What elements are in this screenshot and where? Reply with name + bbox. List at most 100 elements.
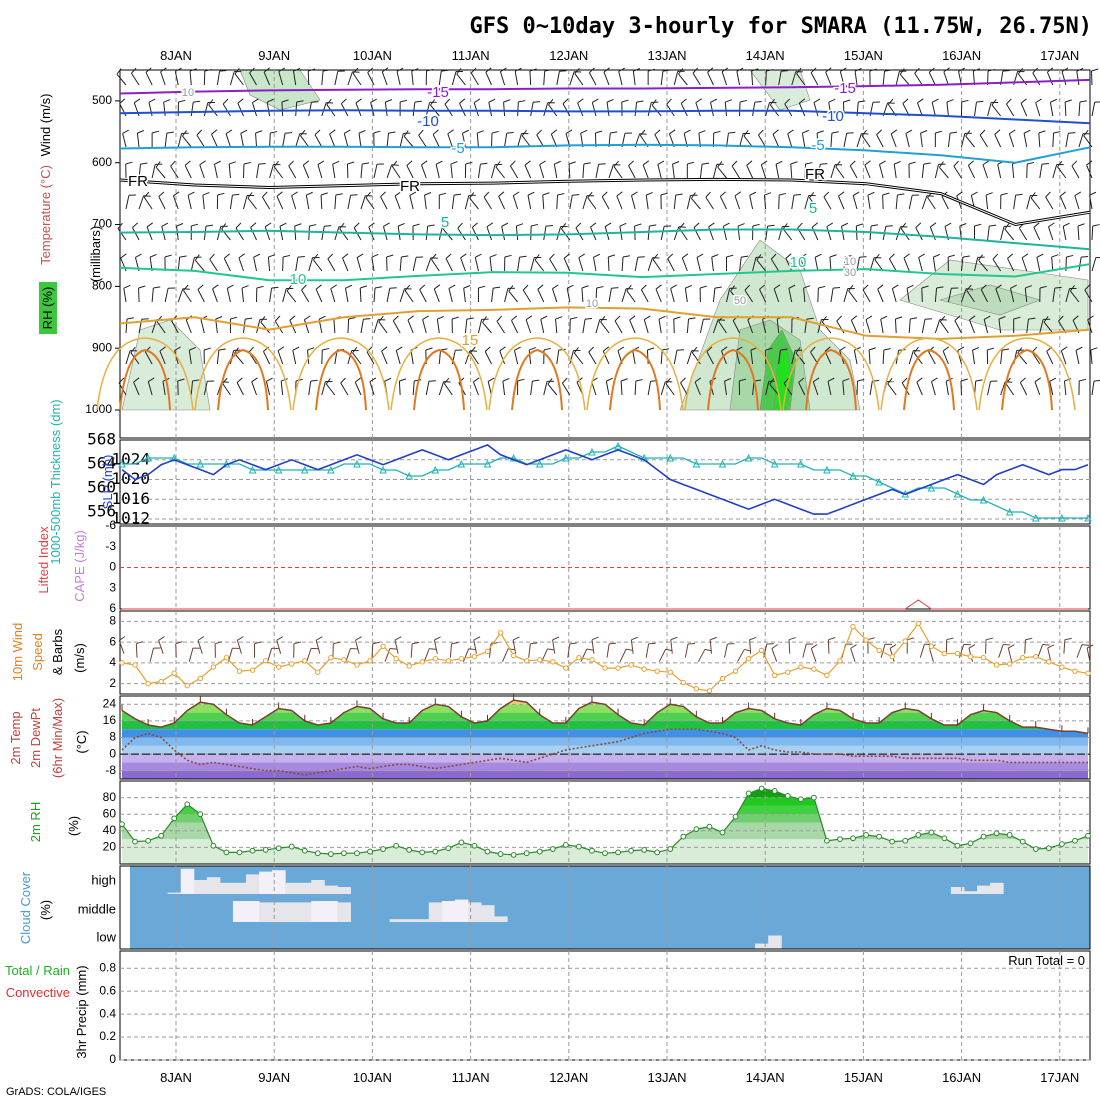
upper-wind-barb	[172, 195, 179, 210]
upper-wind-barb-flag	[687, 161, 695, 165]
temp-contour-warm-outer	[978, 337, 1076, 411]
upper-wind-barb	[595, 319, 601, 334]
wind-barb	[502, 648, 509, 662]
upper-wind-barb-flag	[480, 162, 488, 165]
upper-wind-barb	[835, 166, 845, 179]
upper-wind-barb-flag	[212, 284, 219, 290]
upper-wind-barb	[660, 349, 663, 365]
upper-wind-barb-flag	[508, 285, 514, 292]
upper-wind-barb-flag	[369, 377, 377, 383]
wind-speed-marker	[850, 623, 856, 630]
upper-wind-barb-flag	[749, 191, 757, 196]
upper-wind-barb	[1019, 382, 1028, 396]
upper-wind-barb-flag	[724, 377, 732, 382]
wind-barb	[919, 644, 925, 658]
upper-wind-barb-flag	[1090, 347, 1098, 351]
upper-wind-barb-flag	[1002, 69, 1010, 72]
upper-wind-barb-flag	[365, 191, 371, 198]
upper-wind-barb-flag	[221, 223, 227, 230]
wind-barb-flag	[1047, 644, 1055, 649]
wind-speed-marker	[811, 666, 817, 672]
upper-wind-barb-flag	[435, 160, 443, 165]
upper-wind-barb	[841, 226, 845, 241]
precip-ytick-label: 0.4	[99, 1006, 116, 1020]
upper-wind-barb-flag	[499, 346, 506, 352]
upper-wind-barb	[477, 164, 481, 179]
wind-barb	[1086, 647, 1091, 662]
upper-wind-barb-flag	[864, 160, 871, 166]
upper-wind-barb-flag	[442, 223, 448, 230]
upper-wind-barb-flag	[805, 162, 813, 165]
upper-wind-barb	[177, 133, 183, 148]
upper-wind-barb-flag	[126, 317, 134, 320]
upper-wind-barb-flag	[797, 222, 803, 229]
upper-wind-barb-flag	[312, 253, 319, 261]
slp-ytick-label: 1012	[111, 509, 150, 528]
upper-wind-barb-flag	[253, 253, 261, 258]
upper-wind-barb-flag	[391, 160, 398, 167]
upper-wind-barb-flag	[593, 253, 601, 258]
upper-wind-barb	[527, 195, 532, 210]
upper-wind-barb	[412, 257, 417, 272]
upper-wind-barb	[652, 259, 662, 272]
upper-wind-barb-flag	[899, 68, 905, 75]
rh-ylabel-2: (%)	[66, 816, 81, 836]
upper-wind-barb-flag	[278, 67, 286, 72]
upper-wind-barb-flag	[260, 316, 266, 323]
upper-wind-barb	[582, 319, 586, 334]
upper-wind-barb	[848, 290, 858, 303]
wind-speed-marker	[772, 672, 778, 679]
upper-wind-barb-flag	[445, 253, 452, 259]
upper-wind-barb-flag	[138, 285, 146, 289]
wind-barb-flag	[889, 644, 897, 649]
thickness-marker	[1005, 507, 1014, 516]
upper-wind-barb-flag	[320, 192, 328, 196]
upper-wind-barb	[472, 381, 479, 396]
upper-wind-barb	[861, 135, 871, 148]
cloud-bar	[324, 901, 338, 922]
wind-barb-flag	[530, 642, 538, 645]
upper-wind-barb-flag	[721, 67, 729, 73]
upper-wind-barb-flag	[723, 222, 730, 227]
wind-barb	[423, 648, 430, 662]
temp-contour-warm	[805, 348, 857, 411]
upper-wind-barb-flag	[456, 68, 462, 75]
upper-wind-barb-flag	[527, 191, 535, 196]
upper-wind-barb	[724, 102, 727, 117]
upper-wind-barb-flag	[699, 285, 708, 289]
upper-wind-barb	[695, 102, 701, 117]
upper-wind-barb	[300, 135, 310, 148]
upper-wind-barb-flag	[322, 347, 330, 351]
upper-wind-barb-flag	[562, 98, 569, 105]
upper-wind-barb	[425, 102, 431, 117]
wind-barb	[645, 643, 650, 658]
cloud-bar	[950, 887, 965, 894]
upper-wind-barb	[577, 102, 584, 117]
upper-wind-barb-flag	[610, 131, 618, 134]
upper-wind-barb	[555, 319, 558, 334]
upper-wind-barb-flag	[234, 347, 239, 354]
upper-wind-barb	[934, 288, 938, 303]
upper-wind-barb	[974, 257, 979, 272]
cloud-bar	[259, 902, 273, 922]
upper-wind-barb	[787, 133, 793, 148]
upper-wind-barb-flag	[651, 99, 657, 106]
upper-wind-barb-flag	[354, 377, 362, 383]
upper-wind-barb-flag	[1061, 346, 1068, 352]
upper-wind-barb-flag	[838, 191, 845, 197]
upper-wind-barb-flag	[511, 315, 518, 321]
upper-wind-barb-flag	[585, 317, 593, 320]
rh-marker	[915, 832, 922, 838]
upper-wind-barb	[530, 102, 534, 117]
cloud-bar	[272, 870, 286, 894]
upper-wind-barb-flag	[487, 377, 495, 382]
upper-wind-barb	[838, 195, 845, 210]
upper-wind-barb-flag	[386, 254, 394, 258]
upper-wind-barb-flag	[297, 255, 305, 258]
upper-wind-barb	[432, 134, 440, 148]
upper-wind-barb	[123, 288, 127, 303]
upper-wind-barb	[136, 133, 140, 148]
upper-wind-barb	[647, 381, 652, 396]
upper-wind-barb	[229, 71, 235, 86]
